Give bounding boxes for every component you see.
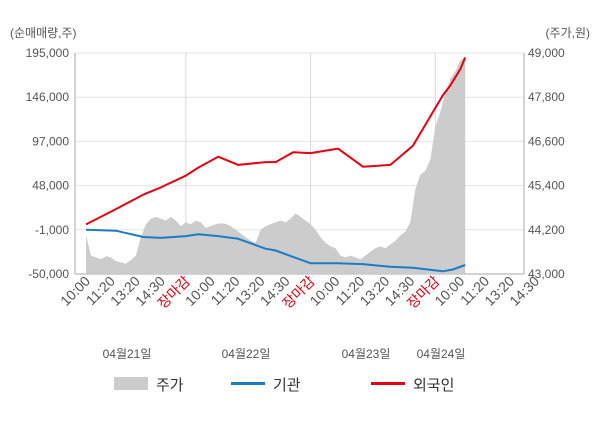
legend-label-foreigner: 외국인 <box>413 377 454 394</box>
legend-item-institution: 기관 <box>231 377 301 394</box>
date-label-0421: 04월21일 <box>103 347 152 361</box>
right-tick-label: 47,800 <box>528 90 565 104</box>
legend-swatch-price <box>114 377 148 390</box>
legend-swatch-foreigner <box>371 382 405 385</box>
left-tick-label: 146,000 <box>26 90 70 104</box>
legend-label-institution: 기관 <box>273 377 301 394</box>
foreigner-line <box>85 57 467 226</box>
price-area-layer <box>86 56 466 275</box>
date-label-0422: 04월22일 <box>222 347 271 361</box>
legend-item-price: 주가 <box>114 377 184 394</box>
date-label-0423: 04월23일 <box>342 347 391 361</box>
institution-line <box>85 228 466 273</box>
left-tick-label: 97,000 <box>32 134 69 148</box>
line-layer <box>85 57 467 273</box>
left-tick-label: 195,000 <box>26 46 70 60</box>
right-axis-unit: (주가,원) <box>546 26 590 40</box>
date-label-0424: 04월24일 <box>417 347 466 361</box>
right-tick-label: 43,000 <box>528 267 565 281</box>
left-axis-unit: (순매매량,주) <box>10 26 77 40</box>
legend-label-price: 주가 <box>156 377 184 394</box>
right-tick-label: 45,400 <box>528 179 565 193</box>
legend: 주가 기관 외국인 <box>114 377 454 394</box>
legend-swatch-institution <box>231 382 265 385</box>
legend-item-foreigner: 외국인 <box>371 377 454 394</box>
right-tick-label: 49,000 <box>528 46 565 60</box>
left-tick-label: -1,000 <box>35 223 69 237</box>
right-tick-label: 44,200 <box>528 223 565 237</box>
left-tick-label: 48,000 <box>32 179 69 193</box>
price-area <box>86 56 466 275</box>
left-tick-label: -50,000 <box>28 267 69 281</box>
right-tick-label: 46,600 <box>528 134 565 148</box>
